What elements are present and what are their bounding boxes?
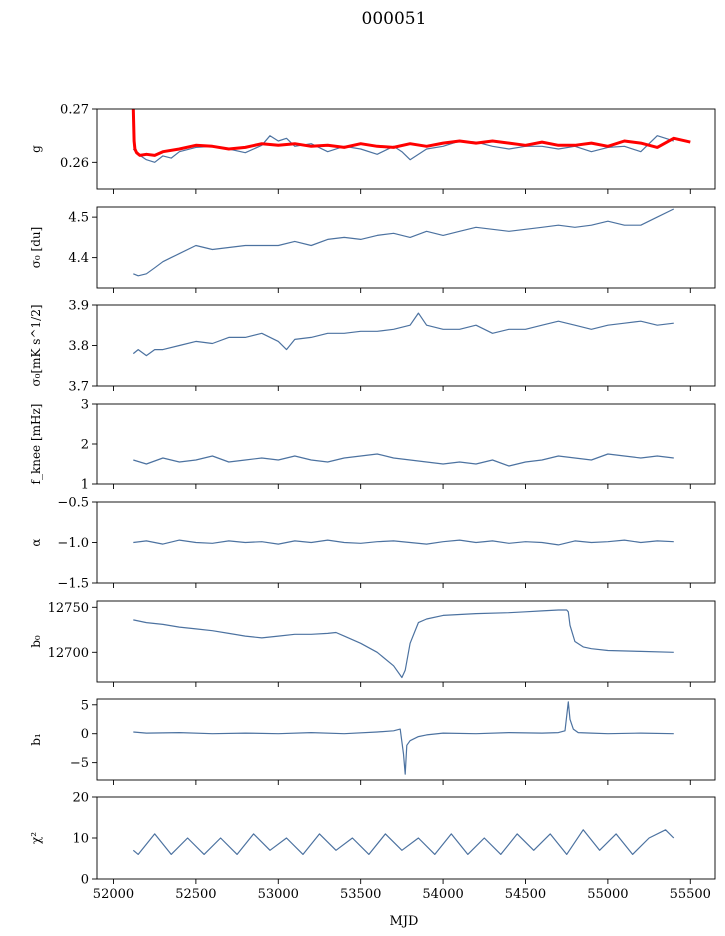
y-tick-label: 3.7: [68, 380, 89, 395]
series-line-1-2: [131, 109, 691, 157]
axes-frame: [96, 206, 716, 289]
y-tick-label: −5: [70, 756, 89, 771]
panel-1: 0.26 0.27 g: [29, 103, 716, 194]
panel-6: 12700 12750 b₀: [29, 600, 716, 687]
y-tick-label: 0: [81, 727, 89, 742]
y-axis-label: b₁: [29, 733, 43, 746]
x-tick-label: 54000: [422, 887, 463, 902]
series-line-3-1: [132, 312, 674, 357]
y-axis-label: g: [29, 145, 43, 153]
x-tick-label: 53500: [340, 887, 381, 902]
x-tick-label: 55500: [670, 887, 711, 902]
panel-3: 3.7 3.8 3.9 σ₀[mK s^1/2]: [29, 299, 716, 395]
axes-frame: [96, 403, 716, 485]
y-tick-label: −1.0: [57, 536, 89, 551]
figure-title: 000051: [362, 9, 427, 29]
y-axis-label: α: [29, 538, 43, 546]
y-axis-label: σ₀ [du]: [29, 227, 43, 269]
series-line-6-1: [133, 609, 674, 679]
series-line-4-1: [133, 453, 674, 467]
y-tick-label: 5: [81, 698, 89, 713]
axes-frame: [96, 304, 716, 387]
y-tick-label: 0.27: [60, 103, 89, 118]
panel-7: −5 0 5 b₁: [29, 698, 716, 785]
panel-2: 4.4 4.5 σ₀ [du]: [29, 206, 716, 293]
y-axis-label: χ²: [29, 832, 43, 844]
y-tick-label: 3.9: [68, 299, 89, 314]
y-tick-label: 4.4: [68, 251, 89, 266]
series-line-8-1: [132, 829, 675, 856]
panel-4: 1 2 3 f_knee [mHz]: [29, 398, 716, 493]
axes-frame: [96, 600, 716, 683]
y-tick-label: 12700: [48, 646, 89, 661]
y-tick-label: 2: [81, 438, 89, 453]
y-tick-label: 0: [81, 873, 89, 888]
series-line-5-1: [133, 539, 674, 546]
x-tick-label: 54500: [505, 887, 546, 902]
y-tick-label: 1: [81, 478, 89, 493]
panel-5: −1.5 −1.0 −0.5 α: [29, 496, 716, 592]
y-axis-label: σ₀[mK s^1/2]: [29, 304, 43, 386]
x-tick-label: 52000: [93, 887, 134, 902]
y-axis-label: f_knee [mHz]: [29, 404, 43, 485]
series-line-2-1: [133, 208, 675, 277]
panel-8: 0 10 20 52000 52500 53000 53500 54000 54500 55000…: [29, 791, 716, 902]
y-tick-label: 3: [81, 398, 89, 413]
y-tick-label: −1.5: [57, 577, 89, 592]
axes-frame: [96, 108, 716, 190]
series-line-1-1: [132, 135, 674, 163]
axes-frame: [96, 796, 716, 880]
y-tick-label: 4.5: [68, 211, 89, 226]
x-tick-label: 55000: [587, 887, 628, 902]
y-tick-label: 10: [72, 832, 89, 847]
panels: 0.26 0.27 g 4.4 4.5 σ₀ [du] 3.7 3.8 3.9 σ₀[mK s^1…: [29, 103, 716, 902]
y-tick-label: −0.5: [57, 496, 89, 511]
y-tick-label: 0.26: [60, 156, 89, 171]
axes-frame: [96, 698, 716, 781]
x-tick-label: 52500: [175, 887, 216, 902]
y-tick-label: 3.8: [68, 339, 89, 354]
y-axis-label: b₀: [29, 635, 43, 648]
x-tick-label: 53000: [258, 887, 299, 902]
x-axis-label: MJD: [390, 914, 419, 929]
y-tick-label: 12750: [48, 601, 89, 616]
y-tick-label: 20: [72, 791, 89, 806]
series-line-7-1: [133, 701, 674, 775]
